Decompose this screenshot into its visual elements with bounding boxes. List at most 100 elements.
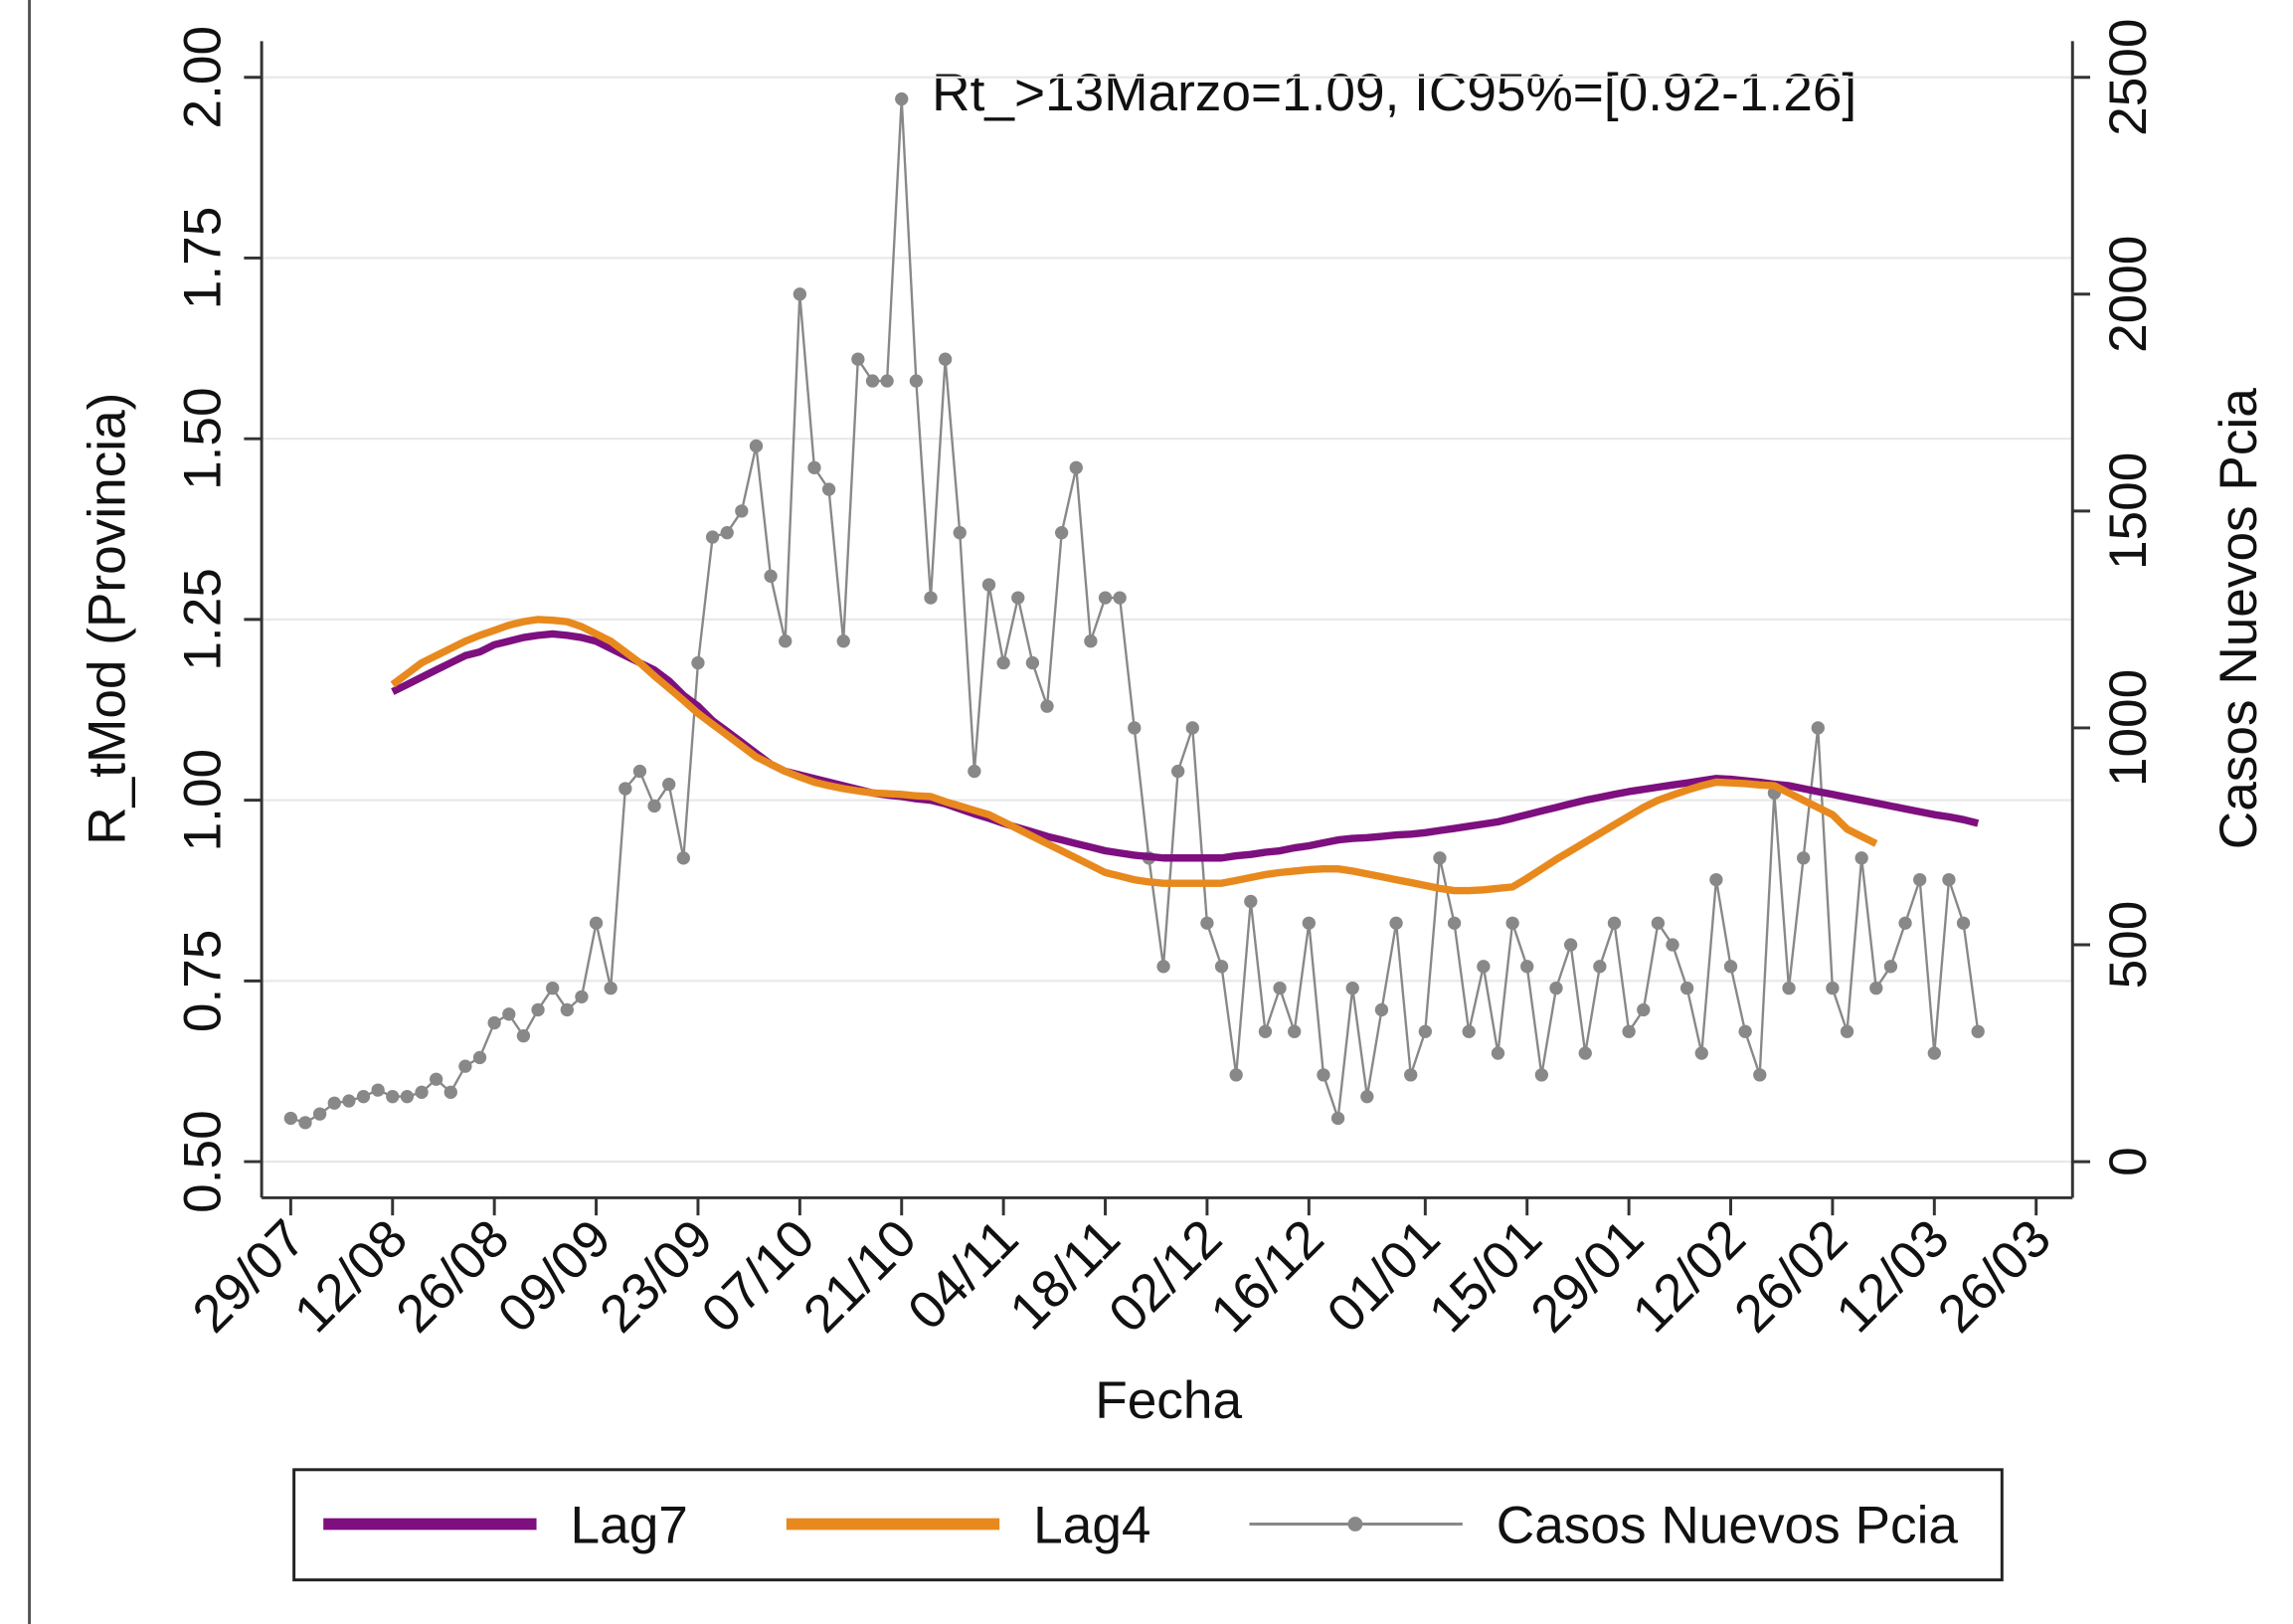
series-marker (1477, 960, 1491, 974)
series-marker (1913, 872, 1927, 887)
series-marker (386, 1090, 400, 1104)
series-marker (618, 782, 632, 796)
series-marker (1273, 981, 1287, 995)
series-marker (1622, 1024, 1636, 1038)
series-marker (1374, 1002, 1389, 1017)
series-marker (502, 1007, 516, 1021)
series-marker (953, 526, 967, 540)
series-marker (836, 634, 850, 648)
series-marker (1782, 981, 1796, 995)
series-marker (1505, 916, 1519, 930)
series-marker (1345, 981, 1359, 995)
series-marker (1723, 960, 1738, 974)
series-marker (1520, 960, 1534, 974)
series-marker (1797, 851, 1811, 865)
y2-tick-label: 500 (2099, 901, 2158, 990)
series-marker (981, 578, 996, 592)
series-marker (342, 1094, 356, 1108)
series-marker (1563, 938, 1578, 952)
series-marker (1185, 721, 1199, 735)
y-tick-label: 1.00 (174, 749, 233, 852)
series-marker (312, 1107, 327, 1121)
series-marker (851, 352, 865, 366)
legend-marker (1347, 1517, 1363, 1532)
series-marker (516, 1028, 531, 1043)
series-marker (1317, 1068, 1330, 1082)
series-marker (1607, 916, 1622, 930)
y-tick-label: 1.75 (174, 207, 233, 310)
series-marker (487, 1015, 501, 1030)
series-marker (1404, 1068, 1418, 1082)
series-marker (1578, 1046, 1592, 1060)
x-axis-label: Fecha (1095, 1371, 1242, 1430)
series-marker (560, 1002, 574, 1017)
series-marker (1229, 1068, 1243, 1082)
y2-tick-label: 2500 (2099, 19, 2158, 136)
series-marker (807, 460, 821, 474)
series-marker (764, 569, 778, 583)
series-marker (356, 1090, 371, 1104)
series-marker (430, 1072, 443, 1086)
series-marker (327, 1096, 341, 1110)
series-marker (1840, 1024, 1854, 1038)
series-marker (909, 374, 924, 388)
series-marker (1258, 1024, 1273, 1038)
series-marker (1098, 591, 1113, 605)
series-marker (691, 655, 705, 670)
series-marker (472, 1050, 487, 1065)
series-marker (720, 526, 734, 540)
series-marker (1360, 1090, 1374, 1104)
series-marker (1244, 894, 1258, 909)
series-marker (1462, 1024, 1476, 1038)
series-marker (749, 439, 764, 453)
legend-box (292, 1468, 2004, 1582)
series-marker (895, 91, 909, 106)
series-marker (779, 634, 793, 648)
series-marker (880, 374, 894, 388)
annotation: Rt_>13Marzo=1.09, IC95%=[0.92-1.26] (932, 64, 1856, 122)
y-axis-label: R_tMod (Provincia) (79, 393, 137, 845)
series-marker (1694, 1046, 1708, 1060)
series-marker (1330, 1111, 1345, 1126)
series-marker (1200, 916, 1214, 930)
y2-tick-label: 0 (2099, 1147, 2158, 1176)
series-marker (604, 981, 617, 995)
y2-axis-label: Casos Nuevos Pcia (2209, 388, 2268, 849)
series-marker (1040, 699, 1054, 713)
series-marker (821, 482, 836, 496)
series-marker (1069, 460, 1083, 474)
series-marker (1549, 981, 1563, 995)
y2-tick-label: 2000 (2099, 236, 2158, 353)
series-marker (589, 916, 604, 930)
series-marker (1898, 916, 1912, 930)
series-marker (1753, 1068, 1767, 1082)
series-marker (1811, 721, 1825, 735)
series-marker (1156, 960, 1170, 974)
series-marker (1491, 1046, 1505, 1060)
series-marker (1171, 764, 1185, 779)
series-line (391, 630, 1980, 862)
series-marker (1651, 916, 1666, 930)
series-marker (1942, 872, 1956, 887)
series-marker (575, 990, 589, 1004)
y-tick-label: 1.25 (174, 568, 233, 671)
series-marker (1593, 960, 1607, 974)
series-marker (676, 851, 690, 865)
series-marker (415, 1085, 429, 1099)
series-marker (1433, 851, 1447, 865)
series-marker (938, 352, 953, 366)
y2-tick-label: 1000 (2099, 669, 2158, 787)
series-marker (1971, 1024, 1985, 1038)
series-marker (968, 764, 981, 779)
series-marker (1025, 655, 1040, 670)
series-marker (1854, 851, 1868, 865)
series-marker (1084, 634, 1098, 648)
series-marker (1869, 981, 1883, 995)
series-marker (705, 530, 720, 544)
legend-label: Casos Nuevos Pcia (1497, 1497, 1959, 1555)
series-marker (298, 1116, 312, 1130)
series-marker (1927, 1046, 1941, 1060)
series-marker (1534, 1068, 1549, 1082)
series-marker (647, 799, 661, 813)
